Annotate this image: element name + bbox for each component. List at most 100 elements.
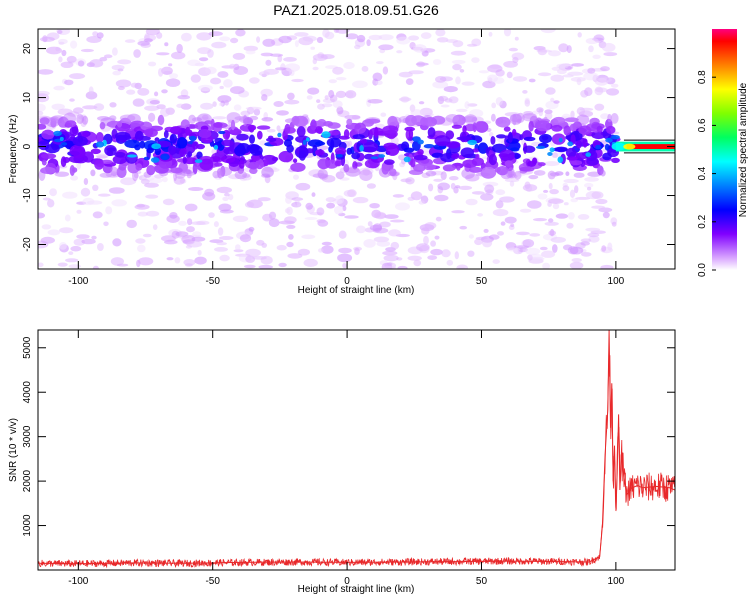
spectrogram-cell-8 [283,57,297,62]
spectrogram-cell-50 [495,200,504,209]
spectrogram-cell-999 [462,125,467,134]
colorbar-tick-label-4: 0.8 [697,70,708,84]
spectrogram-cell-1452 [359,169,373,181]
spectrogram-cell-1372 [335,171,345,180]
spectrogram-cell-797 [413,44,427,53]
spectrogram-cell-70 [454,251,459,260]
spectrogram-cell-538 [53,85,65,91]
spectrogram-cell-1380 [251,155,260,162]
spectrogram-cell-746 [77,60,85,67]
spectrogram-cell-1210 [446,141,461,149]
spectrogram-cell-386 [524,99,531,107]
spectrogram-cell-30 [495,189,506,196]
spectrogram-cell-886 [539,246,548,251]
spectrogram-cell-492 [367,99,383,104]
spectrogram-cell-1254 [514,153,520,159]
spectrogram-cell-399 [228,194,234,201]
spectrogram-cell-1493 [382,125,399,134]
spectrogram-cell-552 [181,32,192,42]
spectrogram-cell-1535 [504,160,513,167]
spectrogram-cell-756 [60,61,74,68]
spectrogram-cell-1170 [262,159,269,167]
spectrogram-cell-673 [288,234,294,240]
spectrogram-cell-247 [65,258,79,263]
spectrogram-y-ticks: -20 -10 0 10 20 [22,43,675,252]
spectrogram-cell-641 [186,226,195,233]
spectrogram-cell-854 [187,218,193,226]
spectrogram-cell-1543 [65,120,77,128]
spectrogram-cell-332 [455,185,461,189]
spectrogram-cell-782 [219,85,224,90]
spectrogram-cell-780 [435,216,442,222]
spectrogram-cell-479 [430,248,443,256]
spectrogram-cell-1360 [135,163,143,171]
spectrogram-cell-235 [566,222,574,229]
spectrogram-cell-274 [451,210,465,214]
spectrogram-cell-203 [245,50,256,55]
spectrogram-cell-1527 [72,136,89,147]
spectrogram-cell-1406 [488,154,497,166]
spectrogram-cell-735 [581,252,592,257]
spectrogram-cell-566 [197,249,202,256]
spectrogram-cell-1221 [547,170,556,180]
spectrogram-cell-450 [482,80,496,89]
spectrogram-cell-622 [204,188,215,197]
spectrogram-cell-370 [286,241,294,248]
spectrogram-cell-587 [64,214,71,222]
spectrogram-cell-765 [142,233,152,238]
spectrogram-cell-757 [137,88,150,96]
spectrogram-cell-598 [466,43,478,47]
spectrogram-cell-1388 [480,166,497,179]
spectrogram-cell-241 [408,70,424,75]
spectrogram-cell-1411 [50,116,60,122]
spectrogram-cell-1529 [604,143,610,151]
spectrogram-cell-709 [218,102,224,107]
spectrogram-cell-1487 [522,113,538,122]
spectrogram-cell-307 [468,234,474,239]
spectrogram-cell-341 [388,229,401,237]
spectrogram-cell-546 [342,205,347,212]
spectrogram-cell-41 [211,41,227,49]
spectrogram-cell-371 [527,200,542,209]
spectrogram-cell-850 [216,186,232,194]
spectrogram-cell-1558 [557,156,564,163]
spectrogram-cell-716 [506,247,521,252]
spectrogram-cell-1498 [54,171,70,177]
spectrogram-cell-1374 [423,163,436,171]
spectrogram-cell-389 [183,259,196,266]
spectrogram-cell-1450 [434,135,451,147]
spectrogram-cell-1444 [323,121,334,127]
snr-chart: -100 -50 0 50 100 1000 2000 3000 4000 5000 Heigh… [8,329,676,595]
spectrogram-cell-1552 [567,141,574,147]
spectrogram-cell-656 [229,63,236,70]
spectrogram-cell-635 [124,39,136,43]
spectrogram-cell-312 [369,203,380,209]
spectrogram-cell-680 [284,216,297,224]
spectrogram-cell-1234 [290,162,306,172]
spectrogram-cell-218 [287,92,295,101]
spectrogram-cell-689 [334,195,345,205]
spectrogram-cell-412 [400,96,410,103]
spectrogram-cell-718 [567,71,584,76]
spectrogram-cell-1377 [255,158,264,170]
snr-background [38,330,675,570]
spectrogram-cell-401 [103,221,109,227]
spectrogram-cell-1373 [104,145,117,156]
spectrogram-cell-986 [490,136,496,145]
spectrogram-cell-527 [291,78,304,83]
spectrogram-cell-894 [285,195,292,204]
spectrogram-cell-719 [347,140,353,147]
spectrogram-cell-631 [497,231,504,236]
spectrogram-cell-213 [491,102,497,109]
spectrogram-cell-629 [584,177,599,182]
spectrogram-cell-127 [276,244,287,251]
spectrogram-cell-1340 [513,170,522,180]
spectrogram-cell-658 [558,43,569,53]
spectrogram-cell-1408 [352,134,365,140]
spectrogram-cell-1397 [168,145,176,155]
spectrogram-cell-200 [249,77,260,84]
spectrogram-cell-1480 [286,144,294,153]
spectrogram-cell-380 [284,208,291,214]
spectrogram-cell-94 [471,191,485,195]
spectrogram-cell-346 [452,40,464,48]
